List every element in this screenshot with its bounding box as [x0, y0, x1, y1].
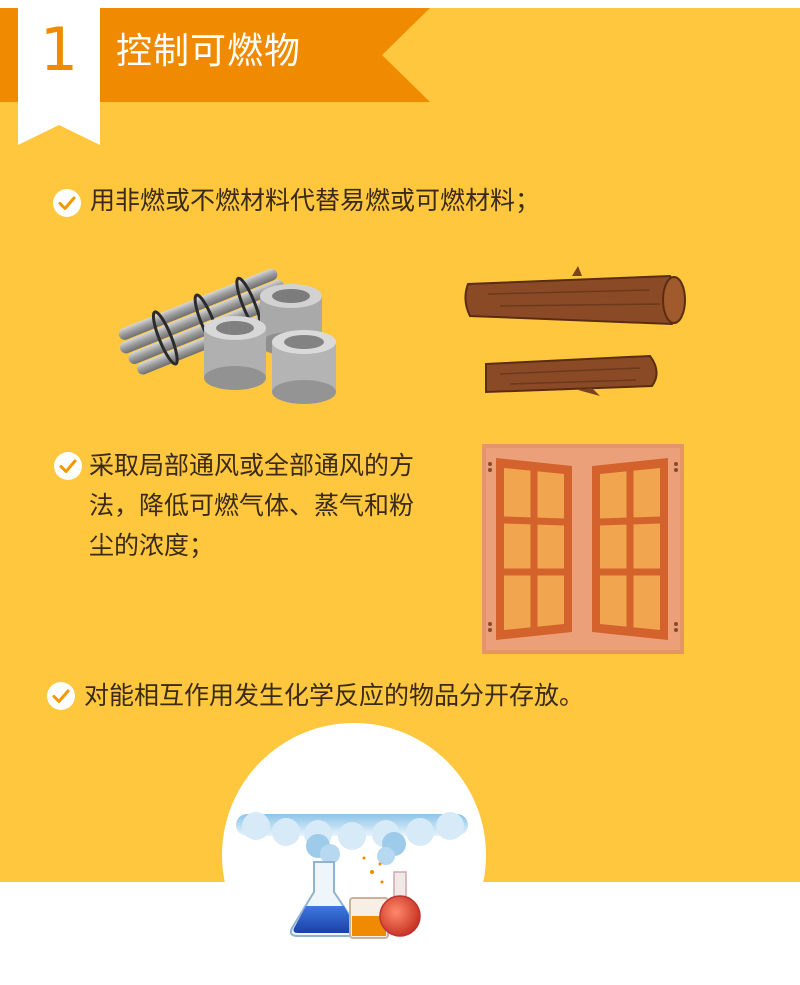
wood-logs-illustration	[464, 266, 686, 396]
check-icon	[47, 682, 75, 710]
item-text-substitute-materials: 用非燃或不燃材料代替易燃或可燃材料；	[90, 186, 541, 215]
window-illustration	[482, 444, 684, 654]
section-bookmark	[18, 0, 100, 145]
lab-flasks-illustration	[222, 723, 486, 985]
check-icon	[54, 452, 82, 480]
metal-pipes-illustration	[118, 268, 336, 404]
top-strip	[0, 0, 800, 8]
section-number: 1	[39, 15, 79, 85]
section-title: 控制可燃物	[116, 31, 302, 72]
item-text-separate-storage: 对能相互作用发生化学反应的物品分开存放。	[84, 681, 585, 710]
check-icon	[53, 189, 81, 217]
item-text-ventilation: 采取局部通风或全部通风的方法，降低可燃气体、蒸气和粉尘的浓度；	[89, 451, 415, 560]
section-banner	[0, 8, 430, 102]
